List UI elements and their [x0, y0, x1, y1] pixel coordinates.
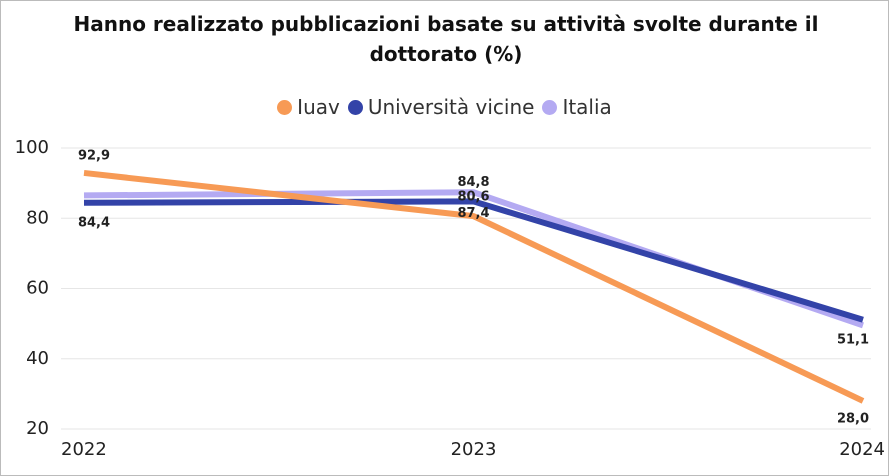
legend-label: Iuav — [297, 95, 340, 119]
y-tick-label: 80 — [26, 207, 49, 228]
x-tick-label: 2023 — [451, 439, 497, 460]
data-label: 80,6 — [457, 190, 489, 205]
series-line — [83, 198, 864, 323]
legend-swatch — [277, 99, 293, 115]
data-label: 84,8 — [457, 175, 489, 190]
legend-item: Iuav — [277, 95, 340, 119]
y-tick-label: 60 — [26, 278, 49, 299]
x-tick-label: 2024 — [839, 439, 885, 460]
data-label: 84,4 — [78, 215, 110, 230]
data-label: 92,9 — [78, 148, 110, 163]
y-tick-label: 40 — [26, 348, 49, 369]
legend-swatch — [542, 99, 558, 115]
data-label: 28,0 — [837, 411, 869, 426]
legend-swatch — [347, 99, 363, 115]
y-tick-label: 100 — [15, 137, 49, 158]
data-label: 87,4 — [457, 206, 489, 221]
data-label: 51,1 — [837, 332, 869, 347]
chart-title: Hanno realizzato pubblicazioni basate su… — [73, 12, 819, 66]
series-line — [83, 169, 865, 404]
x-tick-label: 2022 — [61, 439, 107, 460]
legend-item: Italia — [542, 95, 612, 119]
y-tick-label: 20 — [26, 418, 49, 439]
legend-item: Università vicine — [347, 95, 535, 119]
legend: Iuav Università vicine Italia — [1, 95, 888, 120]
legend-label: Italia — [562, 95, 612, 119]
legend-label: Università vicine — [367, 95, 535, 119]
